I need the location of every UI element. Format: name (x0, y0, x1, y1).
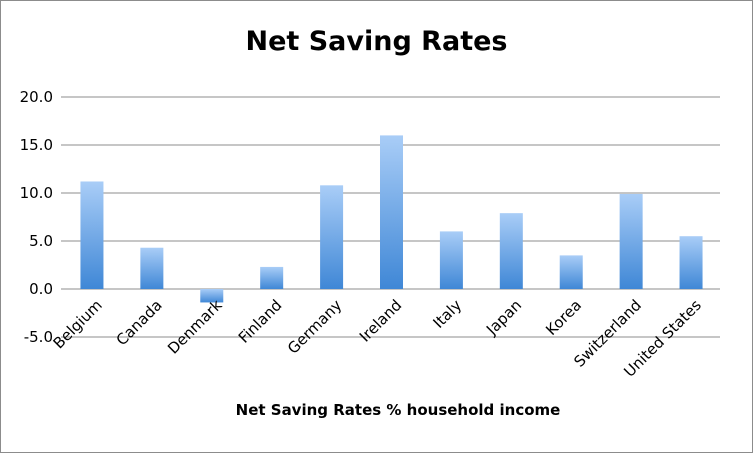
chart-title: Net Saving Rates (245, 26, 508, 57)
x-tick-label: Canada (113, 296, 166, 349)
bar-korea (559, 255, 583, 289)
x-tick-label: Korea (542, 296, 585, 339)
x-axis-title: Net Saving Rates % household income (235, 401, 561, 419)
y-tick-label: -5.0 (24, 328, 53, 346)
x-tick-label: Italy (429, 296, 465, 332)
bar-ireland (380, 135, 403, 289)
bar-finland (260, 266, 284, 289)
x-tick-label: Ireland (356, 296, 405, 345)
bar-japan (499, 213, 523, 289)
x-tick-label: Finland (235, 296, 286, 347)
bar-united-states (679, 236, 703, 289)
x-tick-label: Belgium (50, 296, 106, 352)
y-tick-label: 5.0 (29, 232, 53, 250)
y-tick-label: 10.0 (20, 184, 53, 202)
y-tick-label: 15.0 (20, 136, 53, 154)
y-tick-label: 20.0 (20, 88, 53, 106)
x-tick-label: Denmark (164, 296, 226, 358)
bar-canada (140, 247, 164, 289)
x-tick-label: Japan (482, 296, 525, 339)
bar-italy (439, 231, 463, 289)
y-tick-label: 0.0 (29, 280, 53, 298)
bar-switzerland (619, 193, 643, 289)
bar-belgium (80, 181, 104, 289)
bar-denmark (200, 289, 224, 303)
bar-germany (320, 185, 344, 289)
x-tick-label: Germany (284, 296, 346, 358)
